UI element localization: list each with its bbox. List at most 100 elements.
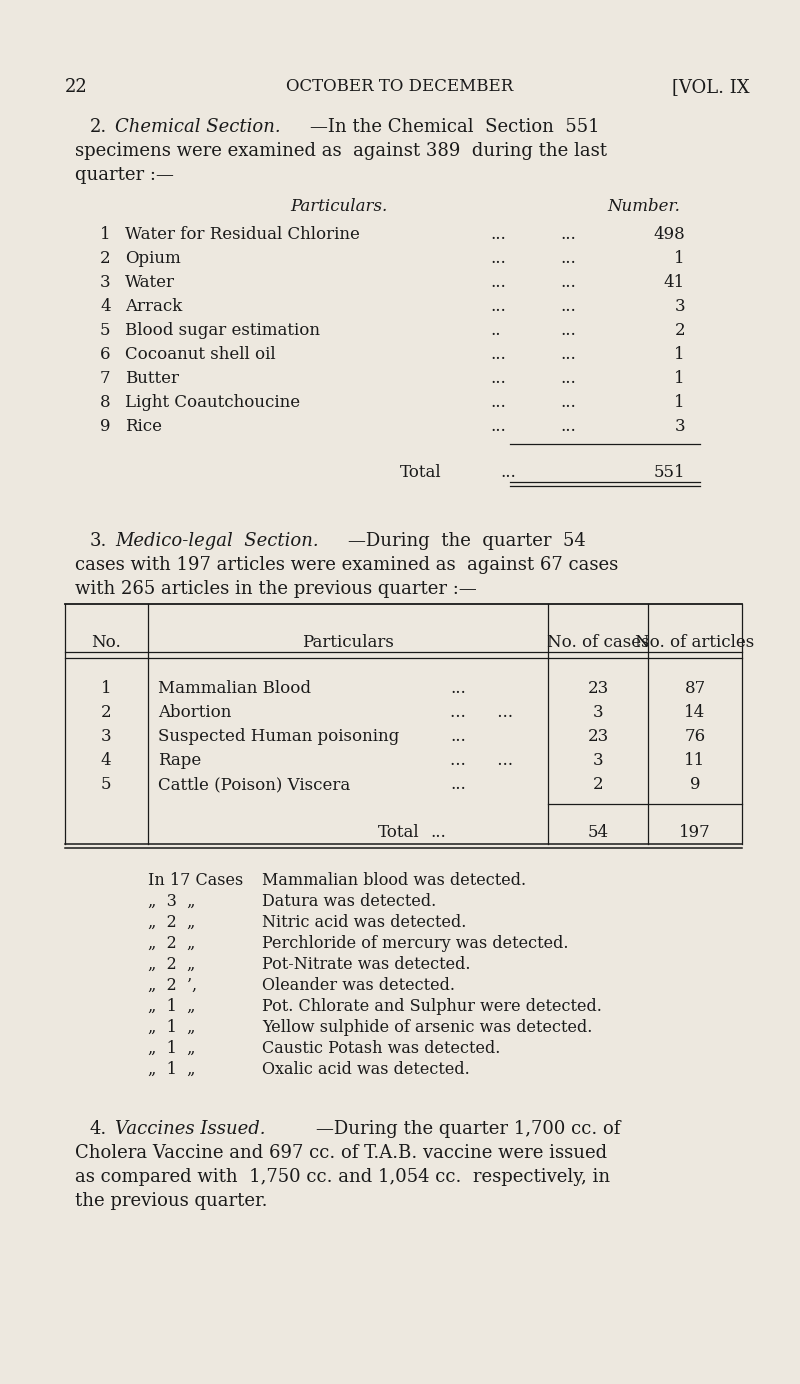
- Text: 1: 1: [674, 370, 685, 388]
- Text: No.: No.: [91, 634, 121, 650]
- Text: Butter: Butter: [125, 370, 179, 388]
- Text: 14: 14: [684, 704, 706, 721]
- Text: 76: 76: [685, 728, 706, 745]
- Text: ...: ...: [500, 464, 516, 482]
- Text: 3: 3: [100, 274, 110, 291]
- Text: 9: 9: [690, 776, 700, 793]
- Text: 197: 197: [679, 823, 711, 841]
- Text: 551: 551: [654, 464, 685, 482]
- Text: In 17 Cases: In 17 Cases: [148, 872, 243, 889]
- Text: No. of cases: No. of cases: [546, 634, 650, 650]
- Text: ...: ...: [490, 274, 506, 291]
- Text: 87: 87: [684, 680, 706, 698]
- Text: Total: Total: [400, 464, 442, 482]
- Text: Pot-Nitrate was detected.: Pot-Nitrate was detected.: [262, 956, 470, 973]
- Text: 5: 5: [100, 322, 110, 339]
- Text: „  1  „: „ 1 „: [148, 1039, 195, 1057]
- Text: Mammalian blood was detected.: Mammalian blood was detected.: [262, 872, 526, 889]
- Text: Yellow sulphide of arsenic was detected.: Yellow sulphide of arsenic was detected.: [262, 1019, 592, 1037]
- Text: „  2  „: „ 2 „: [148, 956, 195, 973]
- Text: ...: ...: [560, 251, 576, 267]
- Text: ...: ...: [490, 418, 506, 435]
- Text: with 265 articles in the previous quarter :—: with 265 articles in the previous quarte…: [75, 580, 477, 598]
- Text: Nitric acid was detected.: Nitric acid was detected.: [262, 913, 466, 931]
- Text: Abortion: Abortion: [158, 704, 231, 721]
- Text: No. of articles: No. of articles: [635, 634, 754, 650]
- Text: 9: 9: [100, 418, 110, 435]
- Text: —During the quarter 1,700 cc. of: —During the quarter 1,700 cc. of: [316, 1120, 620, 1138]
- Text: 4: 4: [101, 752, 111, 770]
- Text: Caustic Potash was detected.: Caustic Potash was detected.: [262, 1039, 500, 1057]
- Text: Medico-legal  Section.: Medico-legal Section.: [115, 531, 318, 549]
- Text: ...: ...: [560, 226, 576, 244]
- Text: Particulars: Particulars: [302, 634, 394, 650]
- Text: ...: ...: [490, 370, 506, 388]
- Text: ...: ...: [560, 418, 576, 435]
- Text: „  2  ’,: „ 2 ’,: [148, 977, 197, 994]
- Text: 22: 22: [65, 78, 88, 95]
- Text: 3: 3: [101, 728, 111, 745]
- Text: 23: 23: [587, 728, 609, 745]
- Text: „  2  „: „ 2 „: [148, 936, 195, 952]
- Text: OCTOBER TO DECEMBER: OCTOBER TO DECEMBER: [286, 78, 514, 95]
- Text: Chemical Section.: Chemical Section.: [115, 118, 281, 136]
- Text: 2: 2: [101, 704, 111, 721]
- Text: 3: 3: [674, 298, 685, 316]
- Text: Arrack: Arrack: [125, 298, 182, 316]
- Text: ...: ...: [560, 394, 576, 411]
- Text: 4.: 4.: [90, 1120, 107, 1138]
- Text: 2.: 2.: [90, 118, 107, 136]
- Text: ...: ...: [450, 680, 466, 698]
- Text: 5: 5: [101, 776, 111, 793]
- Text: 6: 6: [100, 346, 110, 363]
- Text: ...: ...: [490, 298, 506, 316]
- Text: 3.: 3.: [90, 531, 107, 549]
- Text: Suspected Human poisoning: Suspected Human poisoning: [158, 728, 399, 745]
- Text: Perchloride of mercury was detected.: Perchloride of mercury was detected.: [262, 936, 569, 952]
- Text: ...: ...: [450, 728, 466, 745]
- Text: 3: 3: [593, 704, 603, 721]
- Text: ...: ...: [560, 322, 576, 339]
- Text: ...: ...: [490, 251, 506, 267]
- Text: Number.: Number.: [607, 198, 680, 215]
- Text: specimens were examined as  against 389  during the last: specimens were examined as against 389 d…: [75, 143, 607, 161]
- Text: —During  the  quarter  54: —During the quarter 54: [348, 531, 586, 549]
- Text: 11: 11: [684, 752, 706, 770]
- Text: „  2  „: „ 2 „: [148, 913, 195, 931]
- Text: quarter :—: quarter :—: [75, 166, 174, 184]
- Text: „  1  „: „ 1 „: [148, 998, 195, 1014]
- Text: Cocoanut shell oil: Cocoanut shell oil: [125, 346, 276, 363]
- Text: 3: 3: [593, 752, 603, 770]
- Text: as compared with  1,750 cc. and 1,054 cc.  respectively, in: as compared with 1,750 cc. and 1,054 cc.…: [75, 1168, 610, 1186]
- Text: 4: 4: [100, 298, 110, 316]
- Text: 2: 2: [100, 251, 110, 267]
- Text: ...: ...: [490, 394, 506, 411]
- Text: Total: Total: [378, 823, 420, 841]
- Text: 1: 1: [674, 346, 685, 363]
- Text: „  1  „: „ 1 „: [148, 1019, 195, 1037]
- Text: ...      ...: ... ...: [450, 752, 513, 770]
- Text: the previous quarter.: the previous quarter.: [75, 1192, 267, 1210]
- Text: ..: ..: [490, 322, 501, 339]
- Text: Light Coautchoucine: Light Coautchoucine: [125, 394, 300, 411]
- Text: 54: 54: [587, 823, 609, 841]
- Text: Mammalian Blood: Mammalian Blood: [158, 680, 311, 698]
- Text: „  1  „: „ 1 „: [148, 1062, 195, 1078]
- Text: ...: ...: [560, 274, 576, 291]
- Text: 1: 1: [101, 680, 111, 698]
- Text: Oxalic acid was detected.: Oxalic acid was detected.: [262, 1062, 470, 1078]
- Text: Vaccines Issued.: Vaccines Issued.: [115, 1120, 266, 1138]
- Text: ...: ...: [490, 346, 506, 363]
- Text: Opium: Opium: [125, 251, 181, 267]
- Text: Oleander was detected.: Oleander was detected.: [262, 977, 455, 994]
- Text: Cattle (Poison) Viscera: Cattle (Poison) Viscera: [158, 776, 350, 793]
- Text: 1: 1: [674, 251, 685, 267]
- Text: [VOL. IX: [VOL. IX: [672, 78, 750, 95]
- Text: ...: ...: [450, 776, 466, 793]
- Text: ...: ...: [560, 346, 576, 363]
- Text: Blood sugar estimation: Blood sugar estimation: [125, 322, 320, 339]
- Text: 8: 8: [100, 394, 110, 411]
- Text: ...: ...: [430, 823, 446, 841]
- Text: Pot. Chlorate and Sulphur were detected.: Pot. Chlorate and Sulphur were detected.: [262, 998, 602, 1014]
- Text: Water: Water: [125, 274, 175, 291]
